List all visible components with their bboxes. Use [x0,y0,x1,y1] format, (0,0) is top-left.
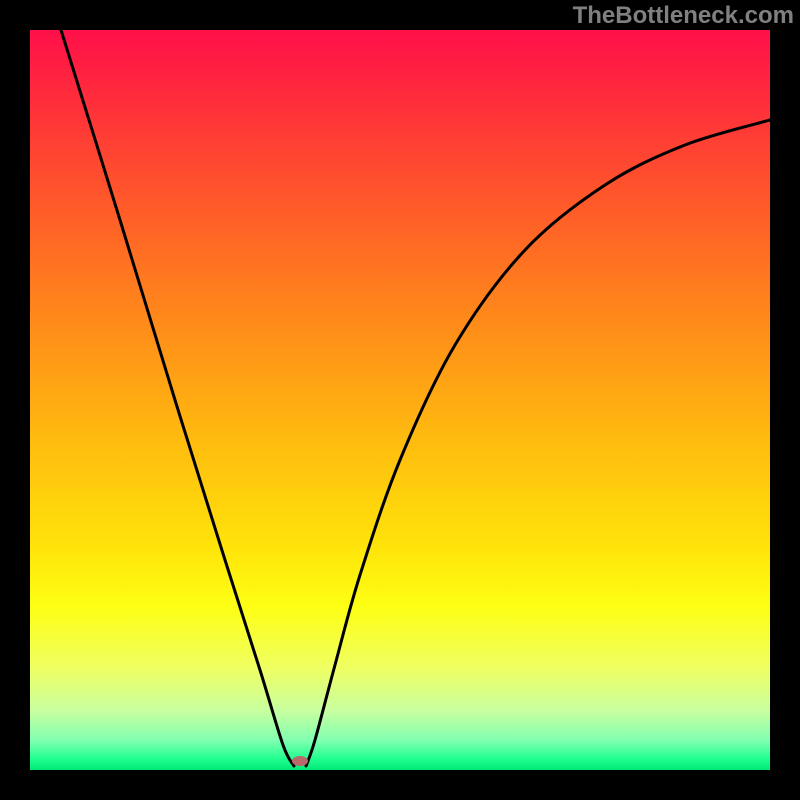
plot-area [30,30,770,770]
bottleneck-chart [0,0,800,800]
min-marker [292,756,308,766]
watermark-text: TheBottleneck.com [573,2,794,30]
figure-container: TheBottleneck.com [0,0,800,800]
